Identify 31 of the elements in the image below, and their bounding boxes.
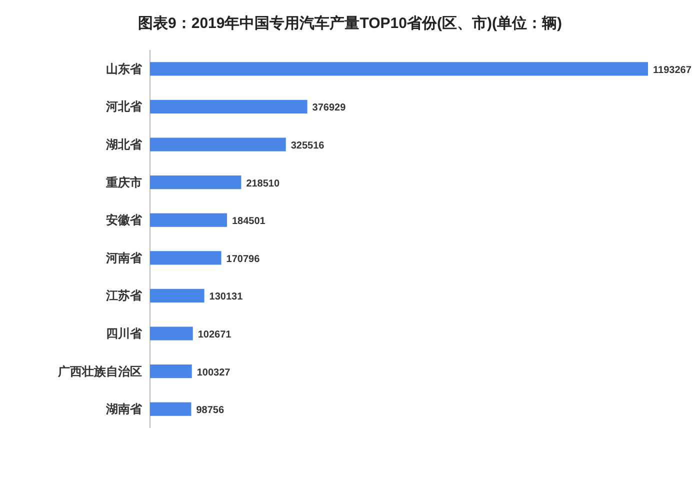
bar xyxy=(150,364,192,378)
bar xyxy=(150,138,286,152)
bar xyxy=(150,62,648,76)
y-tick-label: 江苏省 xyxy=(105,288,143,303)
data-label: 218510 xyxy=(246,178,280,190)
data-label: 100327 xyxy=(196,367,231,378)
data-label: 184501 xyxy=(232,216,266,228)
data-label: 376929 xyxy=(312,102,346,114)
bar xyxy=(150,100,308,114)
y-tick-label: 四川省 xyxy=(106,326,143,340)
data-label: 170796 xyxy=(226,254,260,265)
y-tick-label: 湖南省 xyxy=(105,402,143,416)
bar xyxy=(150,402,192,416)
data-label: 130131 xyxy=(209,292,244,303)
y-tick-label: 广西壮族自治区 xyxy=(57,364,142,378)
data-label: 325516 xyxy=(290,140,325,152)
y-tick-label: 河北省 xyxy=(105,100,143,114)
chart-title: 图表9：2019年中国专用汽车产量TOP10省份(区、市)(单位：辆) xyxy=(138,14,562,32)
bar xyxy=(150,175,242,190)
bar xyxy=(150,288,204,303)
data-label: 1193267 xyxy=(653,64,692,76)
data-label: 102671 xyxy=(198,330,232,340)
y-tick-label: 重庆市 xyxy=(105,175,142,190)
y-tick-label: 河南省 xyxy=(105,250,143,265)
data-label: 98756 xyxy=(196,405,224,416)
y-tick-label: 安徽省 xyxy=(106,213,143,228)
y-tick-label: 山东省 xyxy=(106,62,143,76)
bar xyxy=(150,213,227,227)
bar xyxy=(150,326,193,340)
y-tick-label: 湖北省 xyxy=(105,138,143,152)
bar xyxy=(150,251,222,265)
